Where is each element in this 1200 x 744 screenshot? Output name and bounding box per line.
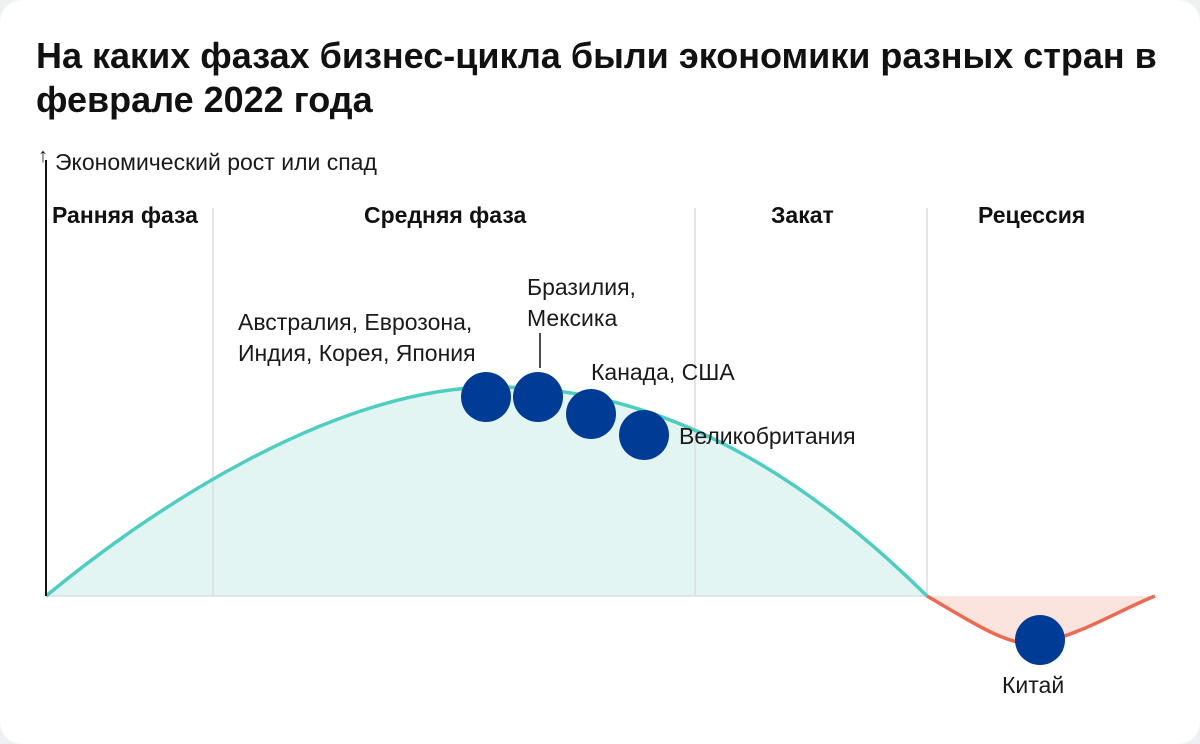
country-label-brazil-mexico: Бразилия, Мексика	[527, 272, 636, 334]
growth-area	[46, 386, 927, 596]
phase-label-late: Закат	[771, 202, 834, 228]
diagram-title: На каких фазах бизнес-цикла были экономи…	[36, 35, 1157, 120]
country-marker-china	[1015, 615, 1065, 665]
country-label-line: Австралия, Еврозона,	[238, 309, 473, 335]
country-label-line: Мексика	[527, 305, 618, 331]
country-label-line: Бразилия,	[527, 274, 636, 300]
country-label-china: Китай	[1002, 670, 1064, 701]
phase-label-recession: Рецессия	[978, 202, 1086, 228]
country-label-line: Великобритания	[679, 423, 856, 449]
country-marker-uk	[619, 410, 669, 460]
country-label-australia-eurozone-india-korea-japan: Австралия, Еврозона, Индия, Корея, Япони…	[238, 307, 476, 369]
country-marker-brazil-mexico	[513, 372, 563, 422]
country-marker-australia-eurozone-india-korea-japan	[461, 372, 511, 422]
axis-up-arrow-icon: ↑	[38, 145, 48, 167]
country-label-line: Китай	[1002, 672, 1065, 698]
country-label-line: Канада, США	[591, 359, 735, 385]
country-label-line: Индия, Корея, Япония	[238, 340, 476, 366]
phase-label-early: Ранняя фаза	[52, 202, 198, 228]
phase-label-middle: Средняя фаза	[364, 202, 527, 228]
country-label-canada-usa: Канада, США	[591, 357, 735, 388]
country-marker-canada-usa	[566, 389, 616, 439]
y-axis-label: Экономический рост или спад	[55, 149, 377, 175]
country-label-uk: Великобритания	[679, 421, 856, 452]
